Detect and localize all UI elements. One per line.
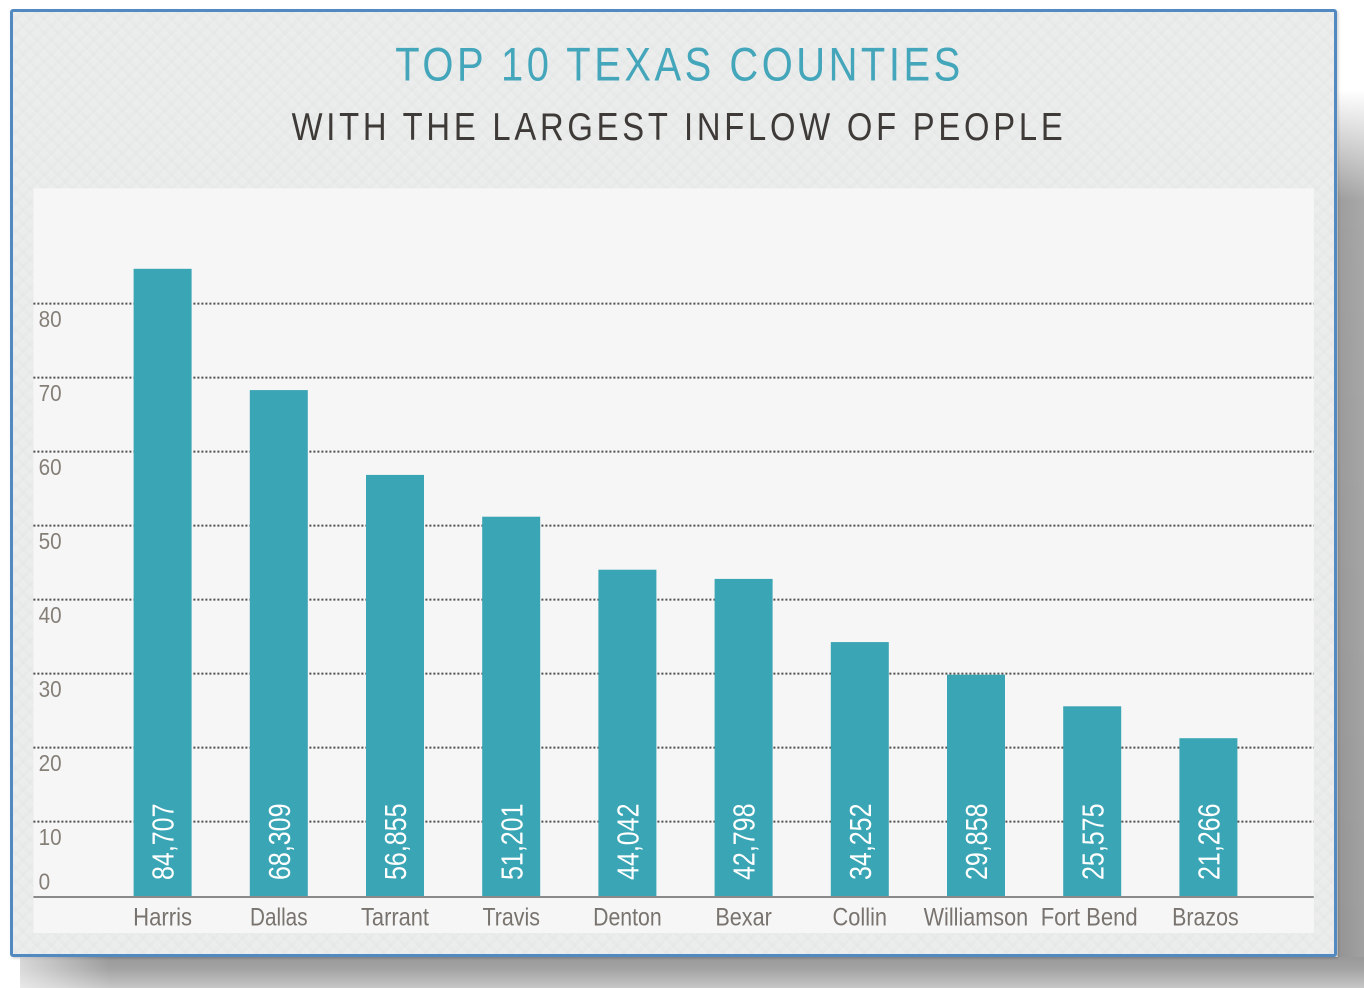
svg-text:34,252: 34,252 <box>843 804 878 881</box>
svg-text:Denton: Denton <box>593 904 662 932</box>
svg-text:21,266: 21,266 <box>1192 804 1227 881</box>
svg-text:Travis: Travis <box>482 904 540 932</box>
svg-text:TOP 10 TEXAS COUNTIES: TOP 10 TEXAS COUNTIES <box>395 38 964 91</box>
svg-text:Fort Bend: Fort Bend <box>1041 904 1138 932</box>
svg-text:Tarrant: Tarrant <box>361 904 429 932</box>
svg-text:20: 20 <box>39 750 62 776</box>
svg-text:84,707: 84,707 <box>146 804 181 881</box>
svg-text:25,575: 25,575 <box>1075 804 1110 881</box>
svg-text:40: 40 <box>39 602 62 628</box>
svg-text:Collin: Collin <box>833 904 888 932</box>
svg-text:60: 60 <box>39 454 62 480</box>
svg-text:51,201: 51,201 <box>494 804 529 881</box>
svg-text:Williamson: Williamson <box>924 904 1029 932</box>
svg-text:80: 80 <box>39 306 62 332</box>
svg-text:56,855: 56,855 <box>378 804 413 881</box>
svg-text:Bexar: Bexar <box>715 904 772 932</box>
svg-text:0: 0 <box>39 869 51 895</box>
svg-text:44,042: 44,042 <box>611 804 646 881</box>
svg-text:WITH THE LARGEST INFLOW OF PEO: WITH THE LARGEST INFLOW OF PEOPLE <box>292 104 1067 148</box>
svg-text:Harris: Harris <box>133 904 192 932</box>
svg-text:10: 10 <box>39 824 62 850</box>
svg-text:68,309: 68,309 <box>262 804 297 881</box>
svg-text:30: 30 <box>39 676 62 702</box>
svg-text:Brazos: Brazos <box>1172 904 1239 932</box>
svg-text:70: 70 <box>39 380 62 406</box>
svg-text:50: 50 <box>39 528 62 554</box>
svg-text:42,798: 42,798 <box>727 804 762 881</box>
svg-text:29,858: 29,858 <box>959 804 994 881</box>
svg-text:Dallas: Dallas <box>250 904 308 932</box>
